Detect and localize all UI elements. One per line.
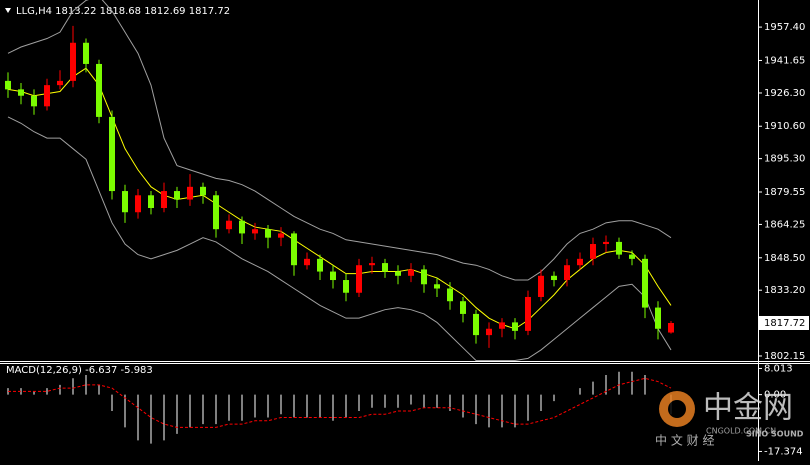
candle-body [369,263,375,266]
candle-body [148,195,154,209]
candle-body [200,186,206,196]
candle-body [473,313,479,336]
candle-body [408,269,414,276]
line [7,116,672,362]
watermark-text: 中金网 [703,391,793,426]
y-tick-label: 1910.60 [764,121,805,132]
candle-body [226,220,232,230]
price-box [759,315,809,330]
candle-body [70,42,76,81]
y-tick-label: 1941.65 [764,55,805,66]
candle-body [57,80,63,86]
candle-body [5,80,11,90]
candle-body [577,258,583,266]
candle-body [616,241,622,255]
indicator-title: MACD(12,26,9) -6.637 -5.983 [6,365,153,376]
y-tick-label: 0.00 [764,390,786,401]
candle-body [603,241,609,245]
candle-body [668,322,674,333]
candle-body [83,42,89,64]
chart-title: LLG,H4 1813.22 1818.68 1812.69 1817.72 [16,6,230,17]
candle-body [278,233,284,238]
y-tick-label: 8.013 [764,363,793,374]
candle-body [304,258,310,266]
candle-body [330,271,336,281]
candle-body [44,85,50,107]
candle-body [252,229,258,234]
y-tick-label: -17.374 [764,446,803,457]
candle-body [161,191,167,209]
candle-body [460,301,466,314]
menu-icon [5,8,11,13]
watermark-text: SINO SOUND [746,430,804,439]
y-tick-label: 1895.30 [764,154,805,165]
candle-body [525,296,531,331]
candle-body [655,307,661,329]
candle-body [395,271,401,276]
line [8,377,672,428]
candle-body [135,195,141,213]
last-price: 1817.72 [764,318,805,329]
line [7,67,672,330]
y-tick-label: 1926.30 [764,88,805,99]
logo [668,400,686,418]
y-tick-label: 1802.15 [764,351,805,362]
candle-body [96,63,102,117]
candle-body [551,275,557,281]
candle-body [187,186,193,200]
candle-body [31,95,37,107]
watermark-text: 中 文 财 经 [655,433,714,448]
watermark-text: CNGOLD.COM.CN [706,427,776,436]
watermark: 中金网 CNGOLD.COM.CN 中 文 财 经 SINO SOUND [655,391,804,448]
y-tick-label: 1879.55 [764,187,805,198]
candle-body [629,254,635,259]
y-tick-label: 1848.50 [764,253,805,264]
candle-body [564,265,570,281]
candle-body [382,263,388,272]
y-tick-label: 1957.40 [764,22,805,33]
candle-body [512,322,518,331]
candle-body [213,195,219,230]
candle-body [174,191,180,200]
candle-body [109,116,115,192]
candle-body [291,233,297,266]
candle-body [447,288,453,302]
candle-body [642,258,648,308]
candle-body [486,328,492,336]
candle-body [590,244,596,259]
candle-body [122,191,128,213]
y-tick-label: 1833.20 [764,285,805,296]
candle-body [421,269,427,285]
line [7,0,672,281]
candle-body [538,275,544,297]
candle-body [265,229,271,238]
candle-body [239,220,245,234]
candle-body [343,280,349,293]
candle-body [499,322,505,329]
candle-body [18,89,24,96]
candle-body [434,284,440,289]
candle-body [356,265,362,293]
candle-body [317,258,323,272]
y-tick-label: 1864.25 [764,219,805,230]
